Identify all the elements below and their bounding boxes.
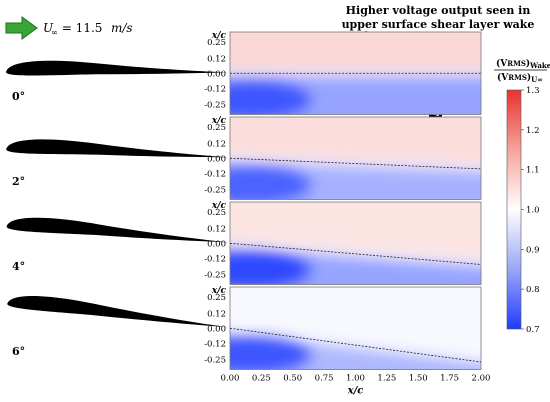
heatmap-field [230, 287, 481, 370]
airfoil-shape [6, 217, 228, 243]
heatmap-field [230, 117, 481, 200]
airfoil-shape [6, 139, 228, 158]
y-tick-label: 0.25 [207, 208, 226, 218]
y-tick-label: 0.25 [207, 123, 226, 133]
x-tick-label: 0.25 [252, 374, 271, 384]
colorbar-tick-label: 1.1 [526, 166, 540, 176]
x-tick-label: 1.75 [440, 374, 459, 384]
y-tick-label: -0.12 [204, 339, 226, 349]
angle-label: 2° [12, 175, 25, 188]
colorbar-tick-label: 1.2 [526, 126, 540, 136]
freestream-subscript: ∞ [51, 28, 58, 37]
freestream-arrow-icon [5, 16, 38, 40]
y-tick-label: -0.25 [204, 186, 226, 196]
colorbar-label: (VRMS)Wake (VRMS)U∞ [494, 58, 550, 84]
x-tick-label: 1.25 [377, 374, 396, 384]
y-tick-label: -0.25 [204, 101, 226, 111]
panels: 0.25 0.12 0.00 -0.12 -0.25 x/c 0° 0.25 0.12 0.00 -… [6, 31, 482, 370]
y-axis-label: x/c [211, 31, 227, 41]
panel-3: 0.25 0.12 0.00 -0.12 -0.25 x/c 4° [6, 201, 482, 285]
panel-2: 0.25 0.12 0.00 -0.12 -0.25 x/c 2° [6, 116, 482, 200]
annotation-line1: Higher voltage output seen in [346, 4, 531, 17]
y-axis-label: x/c [211, 286, 227, 296]
y-tick-label: 0.25 [207, 293, 226, 303]
low-front [230, 334, 312, 370]
y-tick-label: 0.12 [207, 224, 226, 234]
x-tick-label: 0.75 [315, 374, 334, 384]
low-front [230, 249, 312, 285]
y-tick-label: 0.00 [207, 69, 226, 79]
x-tick-label: 1.00 [346, 374, 365, 384]
upper-region [230, 287, 481, 357]
low-front [230, 164, 312, 200]
colorbar-tick-label: 0.7 [526, 325, 540, 335]
colorbar-tick-label: 0.8 [526, 285, 540, 295]
y-tick-label: 0.12 [207, 309, 226, 319]
angle-label: 0° [12, 90, 25, 103]
airfoil-shape [6, 60, 228, 76]
wake-line [229, 327, 482, 363]
colorbar-tick-label: 1.0 [526, 206, 540, 216]
y-tick-label: -0.12 [204, 169, 226, 179]
panel-4: 0.25 0.12 0.00 -0.12 -0.25 x/c 6° [7, 286, 482, 370]
freestream-value: = 11.5 [58, 21, 106, 35]
y-tick-label: 0.00 [207, 324, 226, 334]
heatmap-field [230, 202, 481, 285]
x-tick-label: 0.50 [283, 374, 302, 384]
angle-label: 6° [12, 345, 25, 358]
y-axis-label: x/c [211, 201, 227, 211]
y-tick-label: 0.25 [207, 38, 226, 48]
colorbar: 1.3 1.2 1.1 1.0 0.9 0.8 0.7 (VRMS)Wake (VRMS)U∞ [494, 58, 550, 335]
y-axis-label: x/c [211, 116, 227, 126]
panel-1: 0.25 0.12 0.00 -0.12 -0.25 x/c 0° [6, 31, 482, 115]
annotation-line2: upper surface shear layer wake [342, 18, 535, 31]
x-tick-label: 2.00 [472, 374, 491, 384]
x-axis: 0.00 0.25 0.50 0.75 1.00 1.25 1.50 1.75 2.00 x/c [221, 374, 491, 397]
colorbar-label-denominator: (VRMS)U∞ [497, 72, 543, 84]
y-tick-label: 0.00 [207, 239, 226, 249]
upper-region [230, 117, 481, 166]
heatmap-field [230, 32, 481, 115]
y-tick-label: -0.12 [204, 84, 226, 94]
y-tick-label: -0.25 [204, 356, 226, 366]
colorbar-label-numerator: (VRMS)Wake [496, 58, 550, 70]
angle-label: 4° [12, 260, 25, 273]
freestream-symbol: U [43, 21, 54, 35]
x-axis-label: x/c [347, 386, 364, 397]
upper-region [230, 202, 481, 261]
airfoil-shape [7, 296, 228, 328]
y-tick-label: -0.12 [204, 254, 226, 264]
freestream-unit: m/s [111, 21, 133, 35]
y-tick-label: 0.00 [207, 154, 226, 164]
x-tick-label: 0.00 [221, 374, 240, 384]
y-tick-label: -0.25 [204, 271, 226, 281]
colorbar-tick-label: 0.9 [526, 245, 540, 255]
colorbar-scale [506, 89, 522, 330]
upper-region [230, 32, 481, 71]
low-front [230, 79, 312, 115]
x-tick-label: 1.50 [409, 374, 428, 384]
y-tick-label: 0.12 [207, 139, 226, 149]
colorbar-tick-label: 1.3 [526, 86, 540, 96]
y-tick-label: 0.12 [207, 54, 226, 64]
freestream-label: U ∞ = 11.5 m/s [5, 16, 133, 40]
